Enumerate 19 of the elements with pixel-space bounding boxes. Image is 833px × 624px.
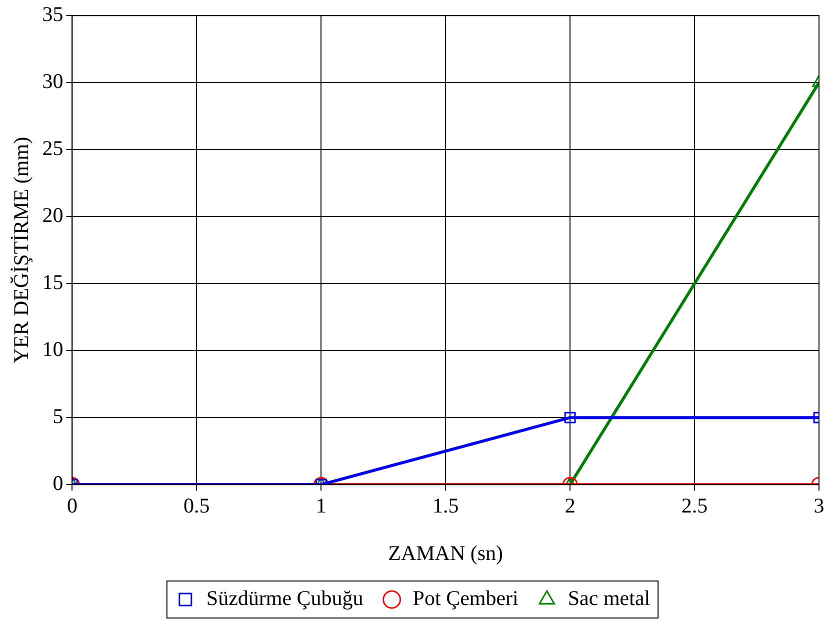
x-tick-label: 3 — [814, 494, 824, 518]
x-tick-label: 1 — [316, 494, 326, 518]
x-tick-label: 1.5 — [432, 494, 459, 518]
y-axis-title: YER DEĞİŞTİRME (mm) — [9, 136, 34, 364]
y-tick-label: 30 — [42, 69, 64, 94]
y-tick-label: 10 — [42, 337, 64, 362]
x-tick-label: 2.5 — [681, 494, 708, 518]
y-tick-label: 25 — [42, 136, 64, 160]
legend-label: Pot Çemberi — [412, 586, 519, 610]
y-tick-label: 35 — [42, 2, 64, 26]
legend-label: Sac metal — [568, 586, 650, 610]
y-tick-label: 0 — [52, 471, 64, 496]
y-tick-label: 15 — [42, 270, 64, 294]
y-tick-label: 5 — [52, 404, 64, 428]
x-tick-label: 2 — [564, 494, 576, 518]
x-tick-label: 0.5 — [184, 494, 210, 518]
legend-label: Süzdürme Çubuğu — [206, 586, 364, 610]
y-tick-label: 20 — [42, 203, 64, 228]
x-axis-title: ZAMAN (sn) — [388, 540, 504, 565]
